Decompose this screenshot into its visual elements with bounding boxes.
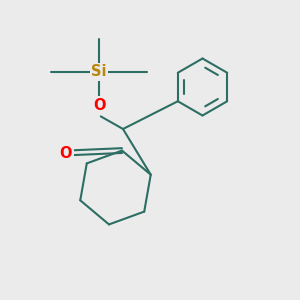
Text: O: O — [93, 98, 105, 112]
Text: O: O — [60, 146, 72, 160]
Text: Si: Si — [91, 64, 107, 80]
